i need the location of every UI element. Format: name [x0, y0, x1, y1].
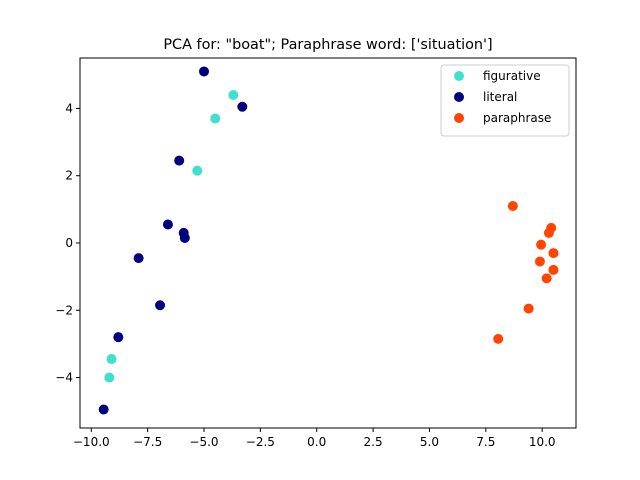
y-axis: 4 2 0 −2 −4 — [55, 101, 80, 385]
legend-marker-paraphrase — [454, 113, 464, 123]
legend-marker-figurative — [454, 71, 464, 81]
legend: figurative literal paraphrase — [440, 64, 570, 137]
point-paraphrase-7 — [541, 273, 552, 284]
x-tick-label: −10.0 — [73, 435, 110, 449]
x-tick-label: −2.5 — [246, 435, 275, 449]
x-tick-label: 10.0 — [529, 435, 556, 449]
legend-label-figurative: figurative — [483, 69, 541, 83]
point-figurative-0 — [228, 90, 239, 100]
x-tick-label: −5.0 — [189, 435, 218, 449]
point-figurative-3 — [106, 354, 117, 365]
x-tick-label: 2.5 — [364, 435, 383, 449]
point-literal-9 — [98, 404, 109, 415]
y-tick-label: 2 — [65, 169, 73, 183]
legend-label-paraphrase: paraphrase — [483, 111, 551, 125]
point-literal-1 — [237, 101, 248, 112]
point-literal-5 — [179, 232, 190, 243]
legend-marker-literal — [454, 92, 464, 102]
point-paraphrase-2 — [543, 227, 554, 238]
x-tick-label: 0.0 — [307, 435, 326, 449]
x-tick-label: −7.5 — [133, 435, 162, 449]
point-literal-3 — [162, 219, 173, 230]
point-literal-7 — [155, 300, 166, 311]
x-tick-label: 5.0 — [420, 435, 439, 449]
y-tick-label: −4 — [55, 371, 73, 385]
point-paraphrase-0 — [507, 201, 518, 211]
point-paraphrase-9 — [493, 333, 504, 344]
point-paraphrase-6 — [548, 264, 559, 275]
point-figurative-4 — [104, 372, 115, 383]
x-tick-label: 7.5 — [476, 435, 495, 449]
point-literal-6 — [133, 253, 144, 264]
data-points — [98, 66, 559, 415]
y-tick-label: −2 — [55, 303, 73, 317]
legend-box — [440, 64, 570, 137]
point-paraphrase-5 — [534, 256, 545, 267]
point-literal-0 — [199, 66, 209, 77]
y-tick-label: 4 — [65, 101, 73, 115]
point-literal-8 — [113, 332, 124, 343]
chart-title: PCA for: "boat"; Paraphrase word: ['situ… — [163, 37, 492, 53]
legend-label-literal: literal — [483, 90, 517, 104]
point-paraphrase-8 — [523, 303, 534, 314]
x-axis: −10.0 −7.5 −5.0 −2.5 0.0 2.5 5.0 7.5 10.0 — [73, 428, 556, 449]
point-figurative-2 — [192, 165, 203, 176]
point-literal-2 — [174, 155, 185, 166]
y-tick-label: 0 — [65, 236, 73, 250]
point-paraphrase-3 — [536, 239, 547, 250]
point-paraphrase-4 — [548, 248, 559, 259]
point-figurative-1 — [210, 113, 221, 124]
